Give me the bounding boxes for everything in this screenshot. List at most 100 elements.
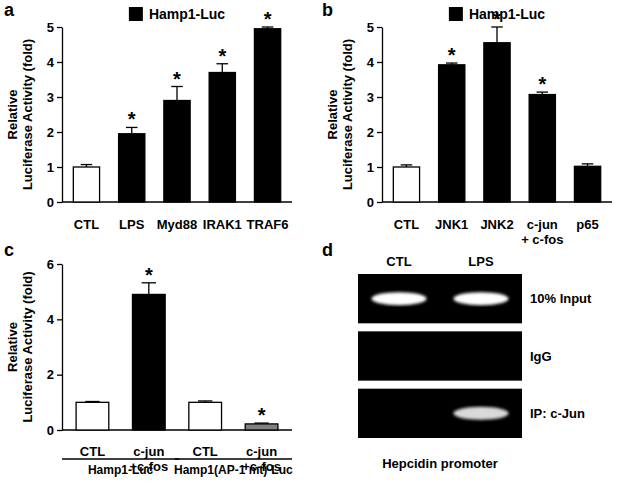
tick-label: 0: [47, 195, 54, 210]
tick-label: 3: [47, 90, 54, 105]
error-bar: [401, 165, 413, 167]
group-label: Hamp1-Luc: [88, 463, 154, 477]
band: [453, 407, 508, 420]
panel: b012345CTLJNK1JNK2c-jun+ c-fosp65***Rela…: [322, 0, 612, 247]
row-label: 10% Input: [530, 291, 592, 306]
category-label: CTL: [80, 444, 105, 459]
bar: [209, 73, 235, 203]
tick: Myd88: [157, 217, 197, 232]
band: [371, 407, 426, 420]
bar: [439, 65, 465, 202]
axis-line: [62, 28, 63, 203]
category-label: IRAK1: [203, 217, 242, 232]
significance: *: [145, 264, 153, 286]
band: [453, 292, 508, 305]
band: [371, 292, 426, 305]
bars: [393, 27, 600, 202]
tick: p65: [576, 217, 598, 232]
y-axis: 012345: [367, 20, 383, 210]
tick: TRAF6: [247, 217, 289, 232]
tick-label: 3: [367, 90, 374, 105]
tick: 3: [367, 90, 382, 105]
lane-label: CTL: [386, 254, 411, 269]
category-label: JNK1: [435, 217, 468, 232]
y-axis: 0 2 4 6: [47, 257, 63, 438]
group-label: Hamp1(AP-1 mt)-Luc: [174, 463, 293, 477]
tick-label: 1: [47, 160, 54, 175]
tick: 0: [367, 195, 382, 210]
category-label: CTL: [193, 444, 218, 459]
tick: 6: [47, 257, 62, 272]
significance: *: [173, 68, 181, 90]
category-label: Myd88: [157, 217, 197, 232]
bar: [254, 29, 280, 202]
tick-mark: [57, 27, 62, 28]
tick: IRAK1: [203, 217, 242, 232]
category-label: TRAF6: [247, 217, 289, 232]
tick-label: 0: [47, 423, 54, 438]
tick-mark: [57, 132, 62, 133]
legend-label: Hamp1-Luc: [469, 6, 545, 22]
tick-label: 4: [47, 55, 55, 70]
tick: 0: [47, 195, 62, 210]
tick-label: 1: [367, 160, 374, 175]
tick: 3: [47, 90, 62, 105]
bar: [132, 294, 165, 430]
tick-label: 2: [47, 125, 54, 140]
tick: 4: [47, 312, 62, 327]
tick-mark: [57, 375, 62, 376]
category-label: CTL: [394, 217, 419, 232]
tick-mark: [57, 319, 62, 320]
tick: CTL: [394, 217, 419, 232]
tick: JNK1: [435, 217, 468, 232]
axis-line: [382, 28, 383, 203]
tick-label: 0: [367, 195, 374, 210]
legend: Hamp1-Luc: [129, 6, 225, 22]
gel-panel: [358, 389, 522, 438]
lane-label: LPS: [468, 254, 494, 269]
y-axis-title: RelativeLuciferase Activity (fold): [325, 39, 355, 190]
error-cap: [582, 163, 594, 164]
significance: *: [258, 404, 266, 426]
group-underline: [62, 458, 179, 459]
tick-mark: [57, 62, 62, 63]
bar: [574, 166, 600, 202]
panel-letter: a: [4, 0, 15, 20]
axis-line: [62, 265, 63, 431]
bar: [393, 167, 419, 202]
category-label: LPS: [119, 217, 145, 232]
x-axis: CTL LPS Myd88 IRAK1 TRAF6: [62, 202, 292, 232]
panel-letter: b: [322, 0, 333, 20]
tick-label: 4: [47, 312, 55, 327]
band: [371, 350, 426, 363]
panel: c0246CTLc-jun+c-fosCTLc-jun+c-fos**Relat…: [4, 240, 293, 477]
tick-mark: [377, 62, 382, 63]
tick: 4: [47, 55, 62, 70]
category-label: JNK2: [480, 217, 513, 232]
tick: JNK2: [480, 217, 513, 232]
legend-label: Hamp1-Luc: [149, 6, 225, 22]
category-label: c-jun+ c-fos: [521, 217, 563, 247]
legend: Hamp1-Luc: [449, 6, 545, 22]
tick: 1: [47, 160, 62, 175]
tick: 2: [47, 367, 62, 382]
significance: *: [448, 44, 456, 66]
bars: [73, 27, 280, 202]
panel-letter: c: [4, 240, 14, 260]
group-underline: [175, 458, 292, 459]
bar: [189, 402, 222, 430]
tick-mark: [377, 27, 382, 28]
tick-mark: [377, 202, 382, 203]
tick-label: 2: [367, 125, 374, 140]
bar: [164, 101, 190, 203]
y-axis-title: RelativeLuciferase Activity (fold): [5, 39, 35, 190]
x-axis: CTL JNK1 JNK2 c-jun+ c-fos p65: [382, 202, 612, 247]
y-axis-title: RelativeLuciferase Activity (fold): [5, 271, 35, 422]
tick-label: 6: [47, 257, 54, 272]
bars: [76, 283, 278, 430]
tick-label: 2: [47, 367, 54, 382]
tick: 4: [367, 55, 382, 70]
significance: *: [264, 8, 272, 30]
bar: [76, 402, 109, 430]
tick: CTL: [74, 217, 99, 232]
